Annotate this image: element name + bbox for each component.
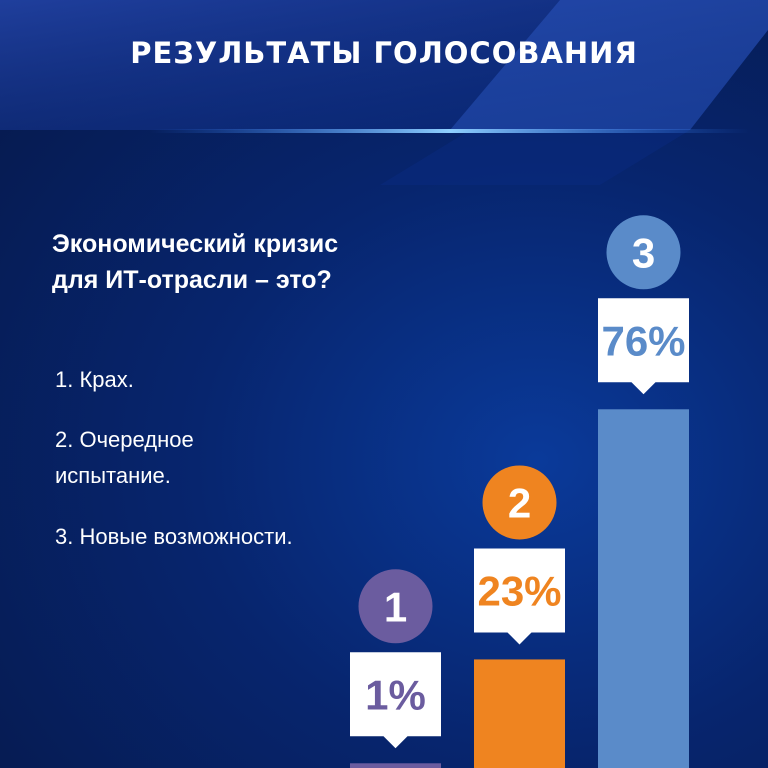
bar	[350, 763, 441, 768]
bar	[474, 659, 565, 768]
question: Экономический кризис для ИТ-отрасли – эт…	[52, 230, 339, 294]
legend-text: 1. Крах.	[55, 367, 134, 392]
legend-text: 2. Очередное испытание.	[55, 427, 194, 488]
category-badge	[482, 465, 557, 540]
category-label: 3	[632, 229, 655, 276]
title: РЕЗУЛЬТАТЫ ГОЛОСОВАНИЯ	[130, 36, 638, 70]
value-label: 76%	[601, 317, 685, 364]
banner	[0, 0, 768, 130]
value-label-box	[350, 652, 441, 749]
value-label: 23%	[477, 567, 561, 614]
category-badge	[606, 215, 681, 290]
value-label-box	[474, 548, 565, 645]
category-label: 1	[384, 583, 407, 630]
glow-line	[150, 129, 750, 133]
legend-text: 3. Новые возможности.	[55, 524, 293, 549]
category-badge	[358, 569, 433, 644]
bar	[598, 409, 689, 768]
banner-shadow	[380, 130, 690, 185]
banner-accent	[450, 0, 768, 130]
value-label-box	[598, 298, 689, 395]
value-label: 1%	[365, 671, 426, 718]
category-label: 2	[508, 479, 531, 526]
